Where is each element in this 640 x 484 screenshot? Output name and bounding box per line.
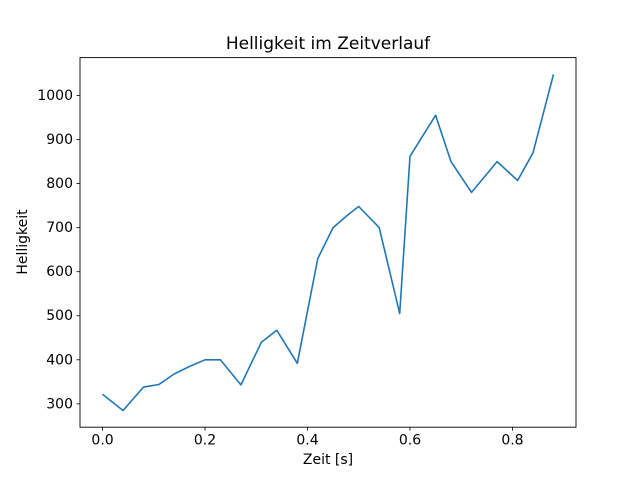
axes-layer: 0.0 0.2 0.4 0.6 0.8 300 400 500 600 700 800 900 1000 [37, 88, 523, 449]
x-tick-label: 0.6 [399, 433, 421, 449]
x-tick-label: 0.2 [194, 433, 216, 449]
y-tick-label: 300 [46, 396, 73, 412]
y-tick-label: 800 [46, 176, 73, 192]
y-tick-label: 700 [46, 220, 73, 236]
x-tick-label: 0.4 [296, 433, 318, 449]
y-tick-label: 400 [46, 352, 73, 368]
x-axis-label: Zeit [s] [303, 452, 353, 468]
y-tick-label: 500 [46, 308, 73, 324]
y-tick-label: 1000 [37, 88, 73, 104]
y-tick-label: 600 [46, 264, 73, 280]
y-tick-label: 900 [46, 132, 73, 148]
x-tick-label: 0.0 [91, 433, 113, 449]
plot-area [79, 57, 577, 428]
x-tick-label: 0.8 [501, 433, 523, 449]
chart-title: Helligkeit im Zeitverlauf [226, 34, 431, 54]
series-line [102, 74, 555, 412]
y-axis-label: Helligkeit [15, 209, 31, 275]
